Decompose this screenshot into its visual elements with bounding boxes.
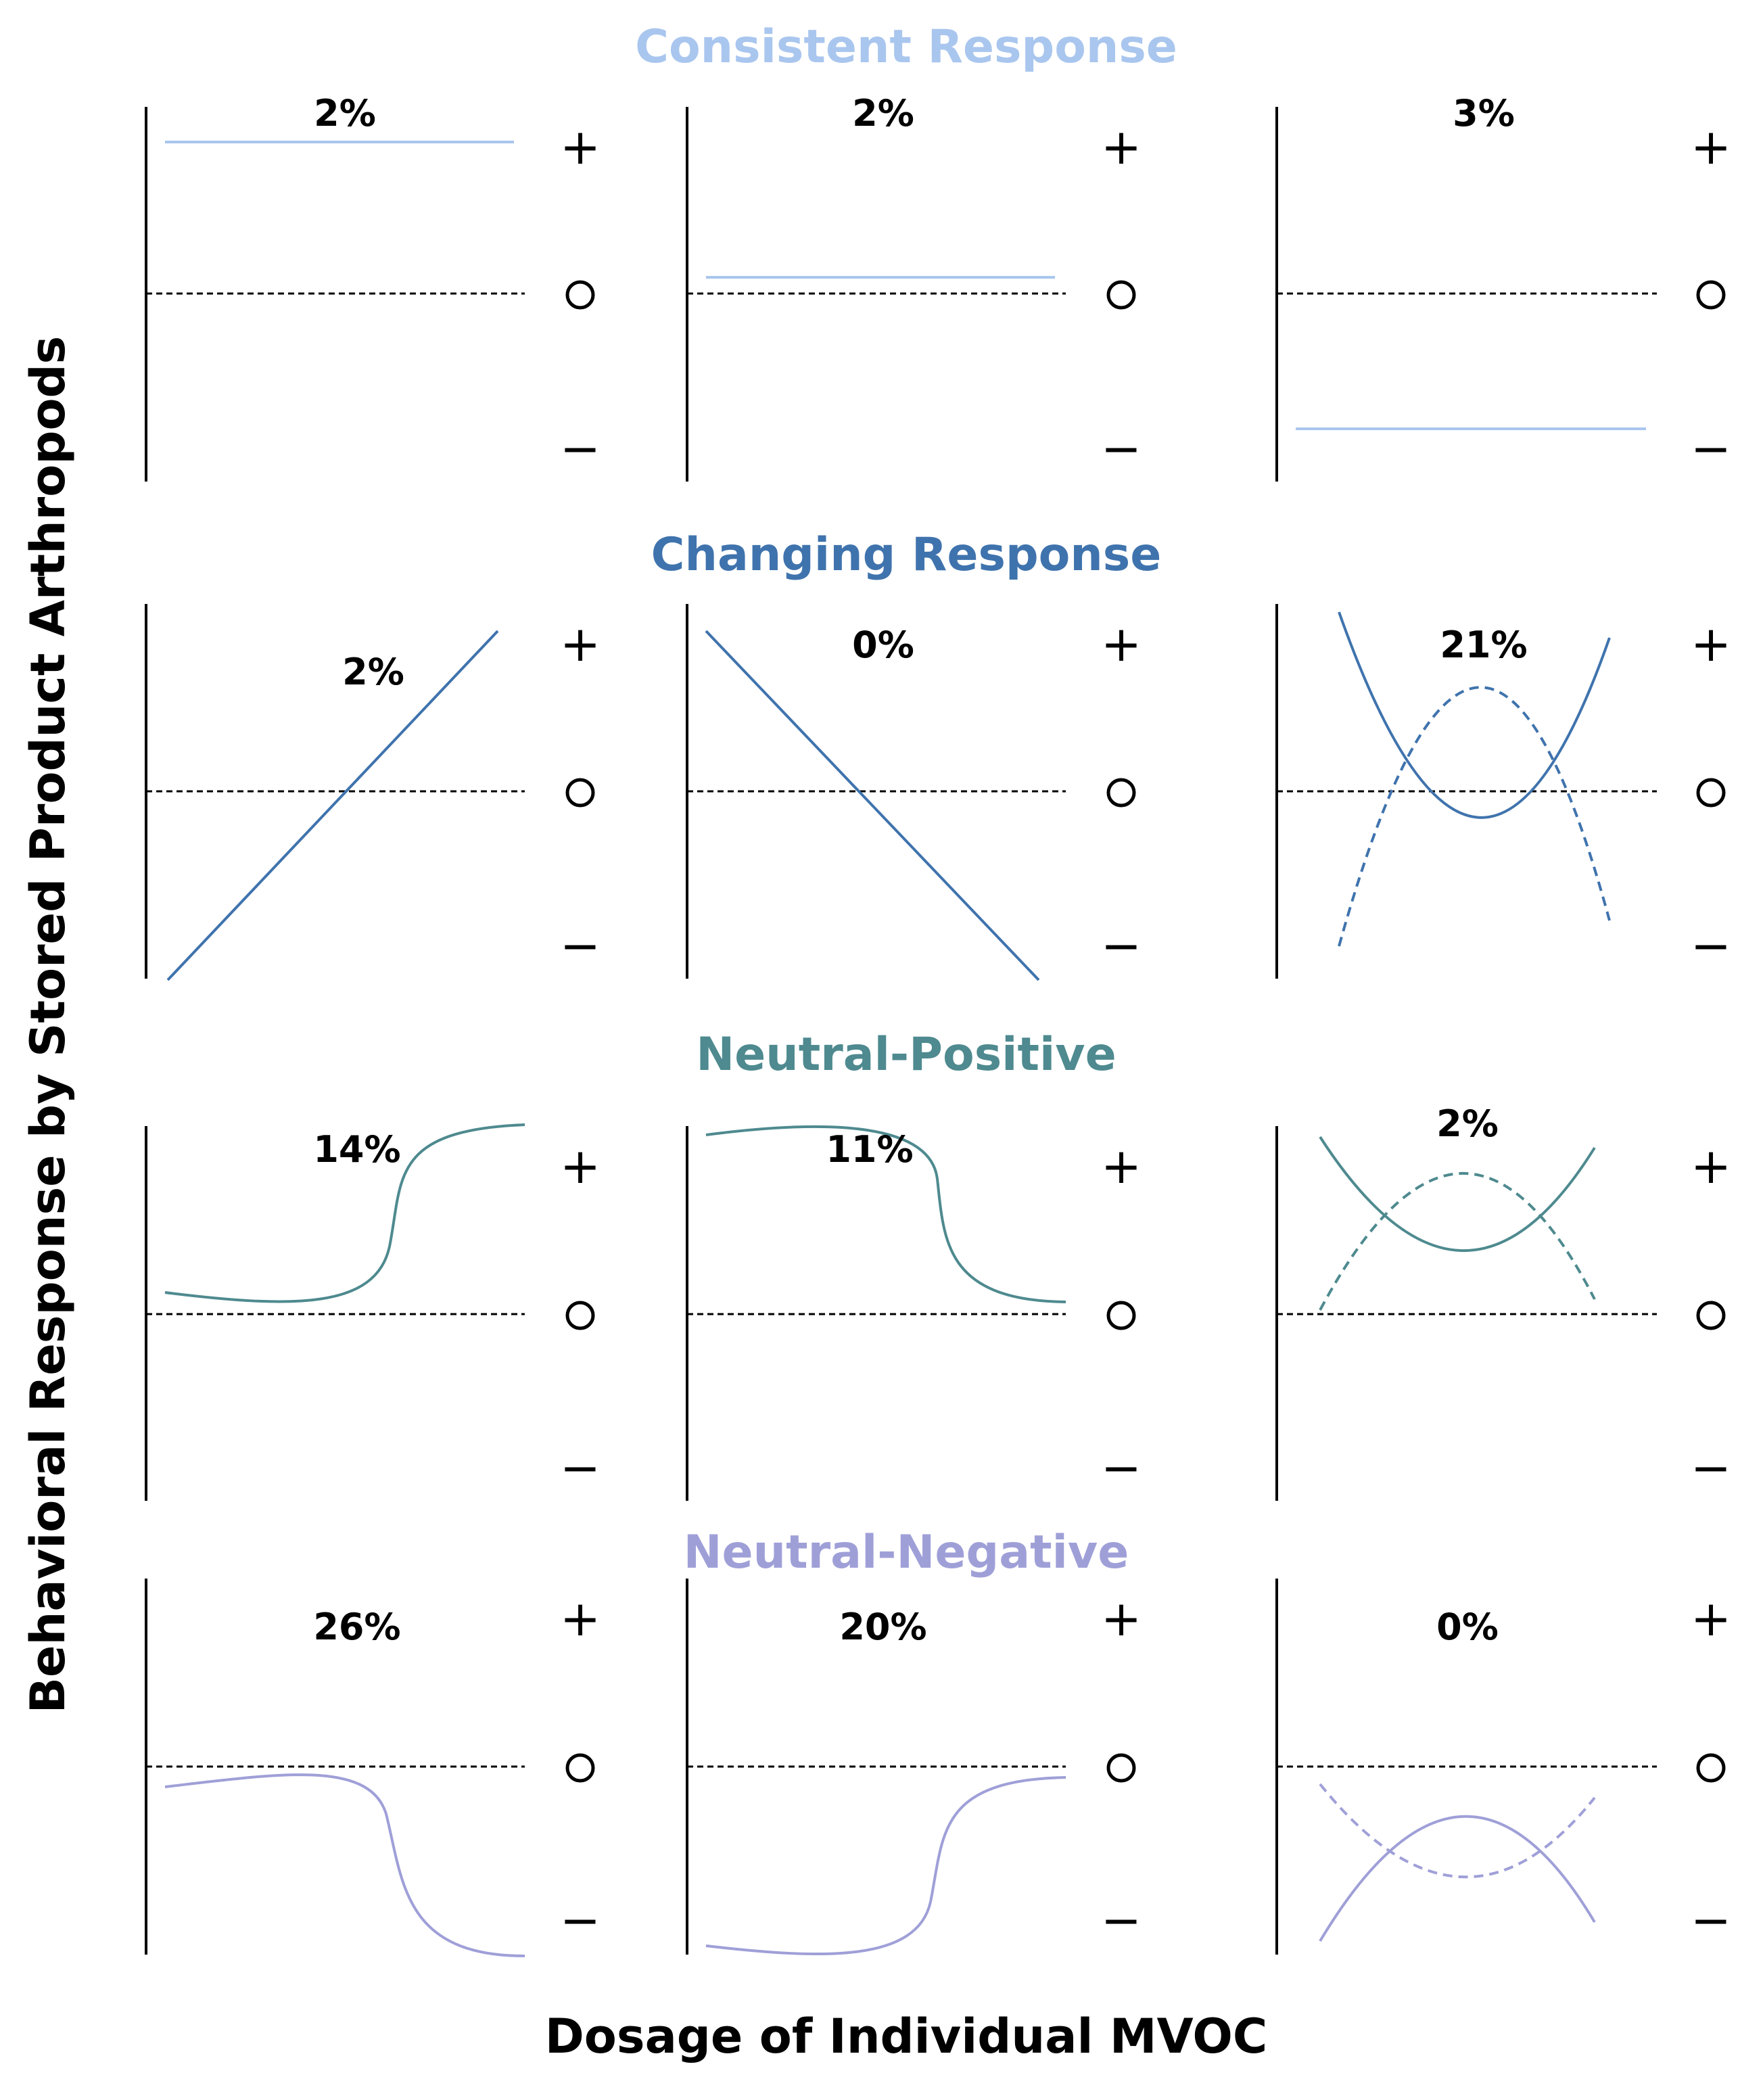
- response-curve: [1338, 611, 1611, 819]
- negative-symbol: −: [1101, 420, 1142, 477]
- section-title-changing: Changing Response: [651, 528, 1162, 582]
- positive-symbol: +: [1101, 1590, 1142, 1647]
- section-title-neutral-positive: Neutral-Positive: [696, 1028, 1116, 1081]
- panel-percent: 0%: [1436, 1606, 1499, 1648]
- neutral-symbol: [565, 1753, 595, 1783]
- panel-percent: 2%: [342, 651, 404, 693]
- neutral-symbol: [1106, 1753, 1136, 1783]
- response-curve: [1319, 1136, 1596, 1252]
- response-curve: [164, 1123, 525, 1303]
- negative-symbol: −: [1101, 1439, 1142, 1496]
- y-axis-label: Behavioral Response by Stored Product Ar…: [20, 336, 76, 1714]
- panel-percent: 11%: [826, 1128, 913, 1171]
- positive-symbol: +: [560, 1138, 601, 1194]
- panel-0-0: 2% + −: [145, 92, 601, 482]
- neutral-symbol: [1106, 778, 1136, 808]
- panel-percent: 14%: [313, 1128, 400, 1171]
- response-curve: [705, 630, 1040, 981]
- negative-symbol: −: [560, 917, 601, 974]
- panel-percent: 2%: [1436, 1102, 1499, 1145]
- response-curve-dashed: [1338, 686, 1611, 947]
- negative-symbol: −: [1691, 1892, 1731, 1949]
- positive-symbol: +: [1101, 118, 1142, 175]
- panel-2-1: 11% + −: [686, 1125, 1142, 1501]
- section-title-neutral-negative: Neutral-Negative: [684, 1526, 1129, 1579]
- response-curve: [164, 1773, 525, 1957]
- panel-1-0: 2% + −: [145, 604, 601, 981]
- panel-grid: 2%+−2%+−3%+−2% +−0% +−21% +−14% +−11% +−2%+−2…: [145, 92, 1731, 1957]
- response-curve: [705, 1776, 1066, 1956]
- positive-symbol: +: [1691, 118, 1731, 175]
- neutral-symbol: [1106, 280, 1136, 310]
- positive-symbol: +: [1691, 1590, 1731, 1647]
- neutral-symbol: [1696, 778, 1726, 808]
- positive-symbol: +: [560, 615, 601, 672]
- panel-percent: 0%: [852, 624, 914, 666]
- negative-symbol: −: [560, 420, 601, 477]
- panel-percent: 2%: [314, 92, 376, 135]
- negative-symbol: −: [1101, 917, 1142, 974]
- positive-symbol: +: [560, 1590, 601, 1647]
- neutral-symbol: [1106, 1301, 1136, 1330]
- neutral-symbol: [1696, 280, 1726, 310]
- negative-symbol: −: [1101, 1892, 1142, 1949]
- response-curve: [705, 1125, 1066, 1303]
- panel-2-2: 2% + −: [1275, 1102, 1731, 1501]
- response-curve: [1319, 1815, 1596, 1942]
- panel-percent: 20%: [839, 1606, 926, 1648]
- panel-3-1: 20% + −: [686, 1579, 1142, 1956]
- panel-0-2: 3% + −: [1275, 92, 1731, 482]
- panel-0-1: 2% + −: [686, 92, 1142, 482]
- panel-percent: 26%: [313, 1606, 400, 1648]
- neutral-symbol: [565, 280, 595, 310]
- panel-1-2: 21% + −: [1275, 604, 1731, 979]
- x-axis-label: Dosage of Individual MVOC: [545, 2009, 1268, 2064]
- response-curve-dashed: [1319, 1171, 1596, 1311]
- negative-symbol: −: [1691, 1439, 1731, 1496]
- panel-3-2: 0% + −: [1275, 1579, 1731, 1955]
- positive-symbol: +: [1101, 615, 1142, 672]
- response-curve: [166, 630, 499, 981]
- positive-symbol: +: [1691, 1138, 1731, 1194]
- panel-percent: 2%: [852, 92, 914, 135]
- neutral-symbol: [1696, 1753, 1726, 1783]
- neutral-symbol: [565, 1301, 595, 1330]
- response-curve-dashed: [1319, 1783, 1596, 1878]
- panel-1-1: 0% + −: [686, 604, 1142, 981]
- negative-symbol: −: [1691, 917, 1731, 974]
- negative-symbol: −: [560, 1892, 601, 1949]
- panel-3-0: 26% + −: [145, 1579, 601, 1957]
- positive-symbol: +: [560, 118, 601, 175]
- panel-2-0: 14% + −: [145, 1123, 601, 1501]
- negative-symbol: −: [1691, 420, 1731, 477]
- neutral-symbol: [1696, 1301, 1726, 1330]
- panel-percent: 3%: [1453, 92, 1515, 135]
- positive-symbol: +: [1101, 1138, 1142, 1194]
- positive-symbol: +: [1691, 615, 1731, 672]
- section-title-consistent: Consistent Response: [635, 20, 1177, 74]
- negative-symbol: −: [560, 1439, 601, 1496]
- panel-percent: 21%: [1440, 624, 1527, 666]
- neutral-symbol: [565, 778, 595, 808]
